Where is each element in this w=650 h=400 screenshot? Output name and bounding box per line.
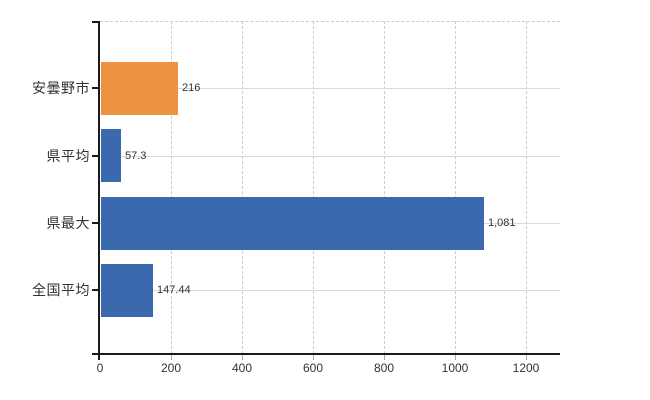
- x-axis-line: [92, 353, 560, 355]
- y-tick-0: [92, 87, 100, 89]
- x-tick-label-0: 0: [96, 361, 104, 375]
- bar-0: [101, 62, 178, 115]
- vertical-gridline: [313, 21, 314, 354]
- x-minor-tick: [384, 355, 385, 360]
- value-label-1: 57.3: [125, 150, 147, 162]
- category-label-3: 全国平均: [32, 282, 90, 298]
- y-axis-line: [98, 21, 100, 360]
- x-tick-label-5: 1000: [441, 361, 469, 375]
- x-minor-tick: [242, 355, 243, 360]
- vertical-gridline: [171, 21, 172, 354]
- plot-top-border: [100, 21, 560, 22]
- x-tick-label-1: 200: [160, 361, 182, 375]
- x-minor-tick: [171, 355, 172, 360]
- x-tick-label-4: 800: [373, 361, 395, 375]
- bar-1: [101, 129, 121, 182]
- value-label-3: 147.44: [157, 284, 191, 296]
- horizontal-gridline: [100, 156, 560, 157]
- x-minor-tick: [526, 355, 527, 360]
- vertical-gridline: [242, 21, 243, 354]
- x-tick-label-6: 1200: [512, 361, 540, 375]
- y-tick-3: [92, 289, 100, 291]
- category-label-0: 安曇野市: [32, 80, 90, 96]
- x-tick-label-2: 400: [231, 361, 253, 375]
- y-tick-1: [92, 155, 100, 157]
- x-minor-tick: [455, 355, 456, 360]
- category-label-2: 県最大: [46, 215, 90, 231]
- category-label-1: 県平均: [46, 148, 90, 164]
- y-tick-2: [92, 222, 100, 224]
- horizontal-gridline: [100, 88, 560, 89]
- value-label-2: 1,081: [488, 217, 516, 229]
- bar-3: [101, 264, 153, 317]
- bar-2: [101, 197, 484, 250]
- value-label-0: 216: [182, 82, 201, 94]
- vertical-gridline: [384, 21, 385, 354]
- x-minor-tick: [313, 355, 314, 360]
- y-axis-top-tick: [92, 21, 100, 23]
- vertical-gridline: [455, 21, 456, 354]
- x-tick-label-3: 600: [302, 361, 324, 375]
- horizontal-gridline: [100, 290, 560, 291]
- vertical-gridline: [526, 21, 527, 354]
